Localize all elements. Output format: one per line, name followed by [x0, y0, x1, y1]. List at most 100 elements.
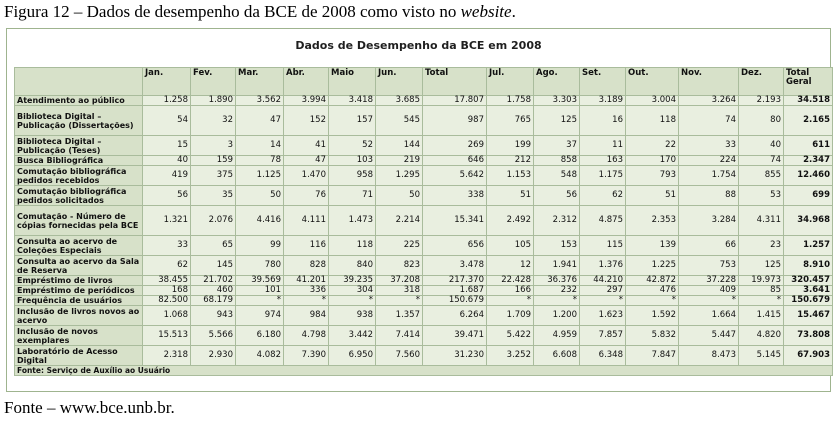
caption-italic: website	[460, 2, 512, 21]
table-cell: 116	[283, 235, 329, 256]
table-cell: 47	[235, 105, 284, 136]
table-cell: *	[235, 295, 284, 306]
column-header: Total Geral	[783, 67, 833, 96]
caption-suffix: .	[511, 2, 516, 21]
table-cell: 66	[678, 235, 739, 256]
table-cell: 78	[235, 155, 284, 166]
table-cell: 974	[235, 305, 284, 326]
row-label: Empréstimo de periódicos	[14, 285, 143, 296]
table-cell: 943	[190, 305, 236, 326]
table-cell: 4.798	[283, 325, 329, 346]
table-cell: 225	[375, 235, 423, 256]
table-cell: 52	[328, 135, 376, 156]
table-cell: 2.930	[190, 345, 236, 366]
table-cell: 2.347	[783, 155, 833, 166]
table-cell: 22	[625, 135, 679, 156]
table-cell: 232	[533, 285, 580, 296]
table-cell: 73.808	[783, 325, 833, 346]
table-row: Comutação bibliográfica pedidos solicita…	[14, 185, 833, 206]
table-cell: 1.225	[625, 255, 679, 276]
table-row: Laboratório de Acesso Digital 2.318 2.930 4…	[14, 345, 833, 366]
table-cell: 32	[190, 105, 236, 136]
performance-table: Jan. Fev. Mar. Abr. Maio Jun. Total Jul. Ago. Set…	[14, 67, 833, 376]
table-cell: 7.847	[625, 345, 679, 366]
table-cell: 51	[486, 185, 534, 206]
table-cell: 1.470	[283, 165, 329, 186]
table-cell: 8.910	[783, 255, 833, 276]
table-cell: 74	[678, 105, 739, 136]
table-cell: 3.685	[375, 95, 423, 106]
table-cell: 5.832	[625, 325, 679, 346]
table-cell: 7.414	[375, 325, 423, 346]
table-cell: 1.125	[235, 165, 284, 186]
table-cell: 7.857	[579, 325, 626, 346]
column-header: Nov.	[678, 67, 739, 96]
table-cell: 101	[235, 285, 284, 296]
table-cell: 50	[235, 185, 284, 206]
table-cell: 320.457	[783, 275, 833, 286]
row-label: Atendimento ao público	[14, 95, 143, 106]
table-cell: 7.560	[375, 345, 423, 366]
column-header: Abr.	[283, 67, 329, 96]
row-label: Inclusão de livros novos ao acervo	[14, 305, 143, 326]
table-cell: 2.492	[486, 205, 534, 236]
table-cell: 1.890	[190, 95, 236, 106]
table-cell: 37	[533, 135, 580, 156]
table-cell: 118	[625, 105, 679, 136]
table-cell: 828	[283, 255, 329, 276]
table-cell: 153	[533, 235, 580, 256]
table-cell: 3.641	[783, 285, 833, 296]
table-cell: 1.153	[486, 165, 534, 186]
table-cell: 793	[625, 165, 679, 186]
table-cell: 150.679	[783, 295, 833, 306]
table-cell: 15.341	[422, 205, 487, 236]
table-cell: 157	[328, 105, 376, 136]
table-cell: 150.679	[422, 295, 487, 306]
table-cell: 3.478	[422, 255, 487, 276]
table-cell: 5.642	[422, 165, 487, 186]
table-cell: 74	[738, 155, 784, 166]
table-cell: 14	[235, 135, 284, 156]
column-header: Jun.	[375, 67, 423, 96]
table-cell: 85	[738, 285, 784, 296]
table-cell: *	[625, 295, 679, 306]
table-cell: 144	[375, 135, 423, 156]
table-cell: 3.252	[486, 345, 534, 366]
table-cell: 5.566	[190, 325, 236, 346]
table-cell: 50	[375, 185, 423, 206]
table-row: Comutação - Número de cópias fornecidas …	[14, 205, 833, 236]
table-row: Biblioteca Digital – Publicação (Dissert…	[14, 105, 833, 136]
table-cell: 5.145	[738, 345, 784, 366]
table-cell: 15.513	[142, 325, 191, 346]
table-cell: 3.284	[678, 205, 739, 236]
table-cell: 2.193	[738, 95, 784, 106]
caption-prefix: Figura 12 – Dados de desempenho da BCE d…	[4, 2, 461, 21]
table-row: Empréstimo de livros 38.455 21.702 39.569 41…	[14, 275, 833, 286]
column-header: Ago.	[533, 67, 580, 96]
table-cell: 2.165	[783, 105, 833, 136]
table-cell: 304	[328, 285, 376, 296]
row-label: Empréstimo de livros	[14, 275, 143, 286]
table-cell: 6.180	[235, 325, 284, 346]
table-cell: 2.312	[533, 205, 580, 236]
table-cell: *	[738, 295, 784, 306]
table-cell: 17.807	[422, 95, 487, 106]
table-cell: 62	[579, 185, 626, 206]
table-cell: 31.230	[422, 345, 487, 366]
table-cell: 36.376	[533, 275, 580, 286]
table-cell: 4.416	[235, 205, 284, 236]
table-cell: 159	[190, 155, 236, 166]
table-cell: 6.264	[422, 305, 487, 326]
table-cell: 699	[783, 185, 833, 206]
table-cell: 2.214	[375, 205, 423, 236]
table-cell: 33	[142, 235, 191, 256]
table-cell: 1.068	[142, 305, 191, 326]
table-cell: 1.623	[579, 305, 626, 326]
table-cell: 16	[579, 105, 626, 136]
table-cell: 21.702	[190, 275, 236, 286]
table-cell: 212	[486, 155, 534, 166]
table-row: Empréstimo de periódicos 168 460 101 336 304 3…	[14, 285, 833, 296]
table-cell: 125	[533, 105, 580, 136]
table-row: Consulta ao acervo da Sala de Reserva 62 1…	[14, 255, 833, 276]
table-cell: 1.941	[533, 255, 580, 276]
